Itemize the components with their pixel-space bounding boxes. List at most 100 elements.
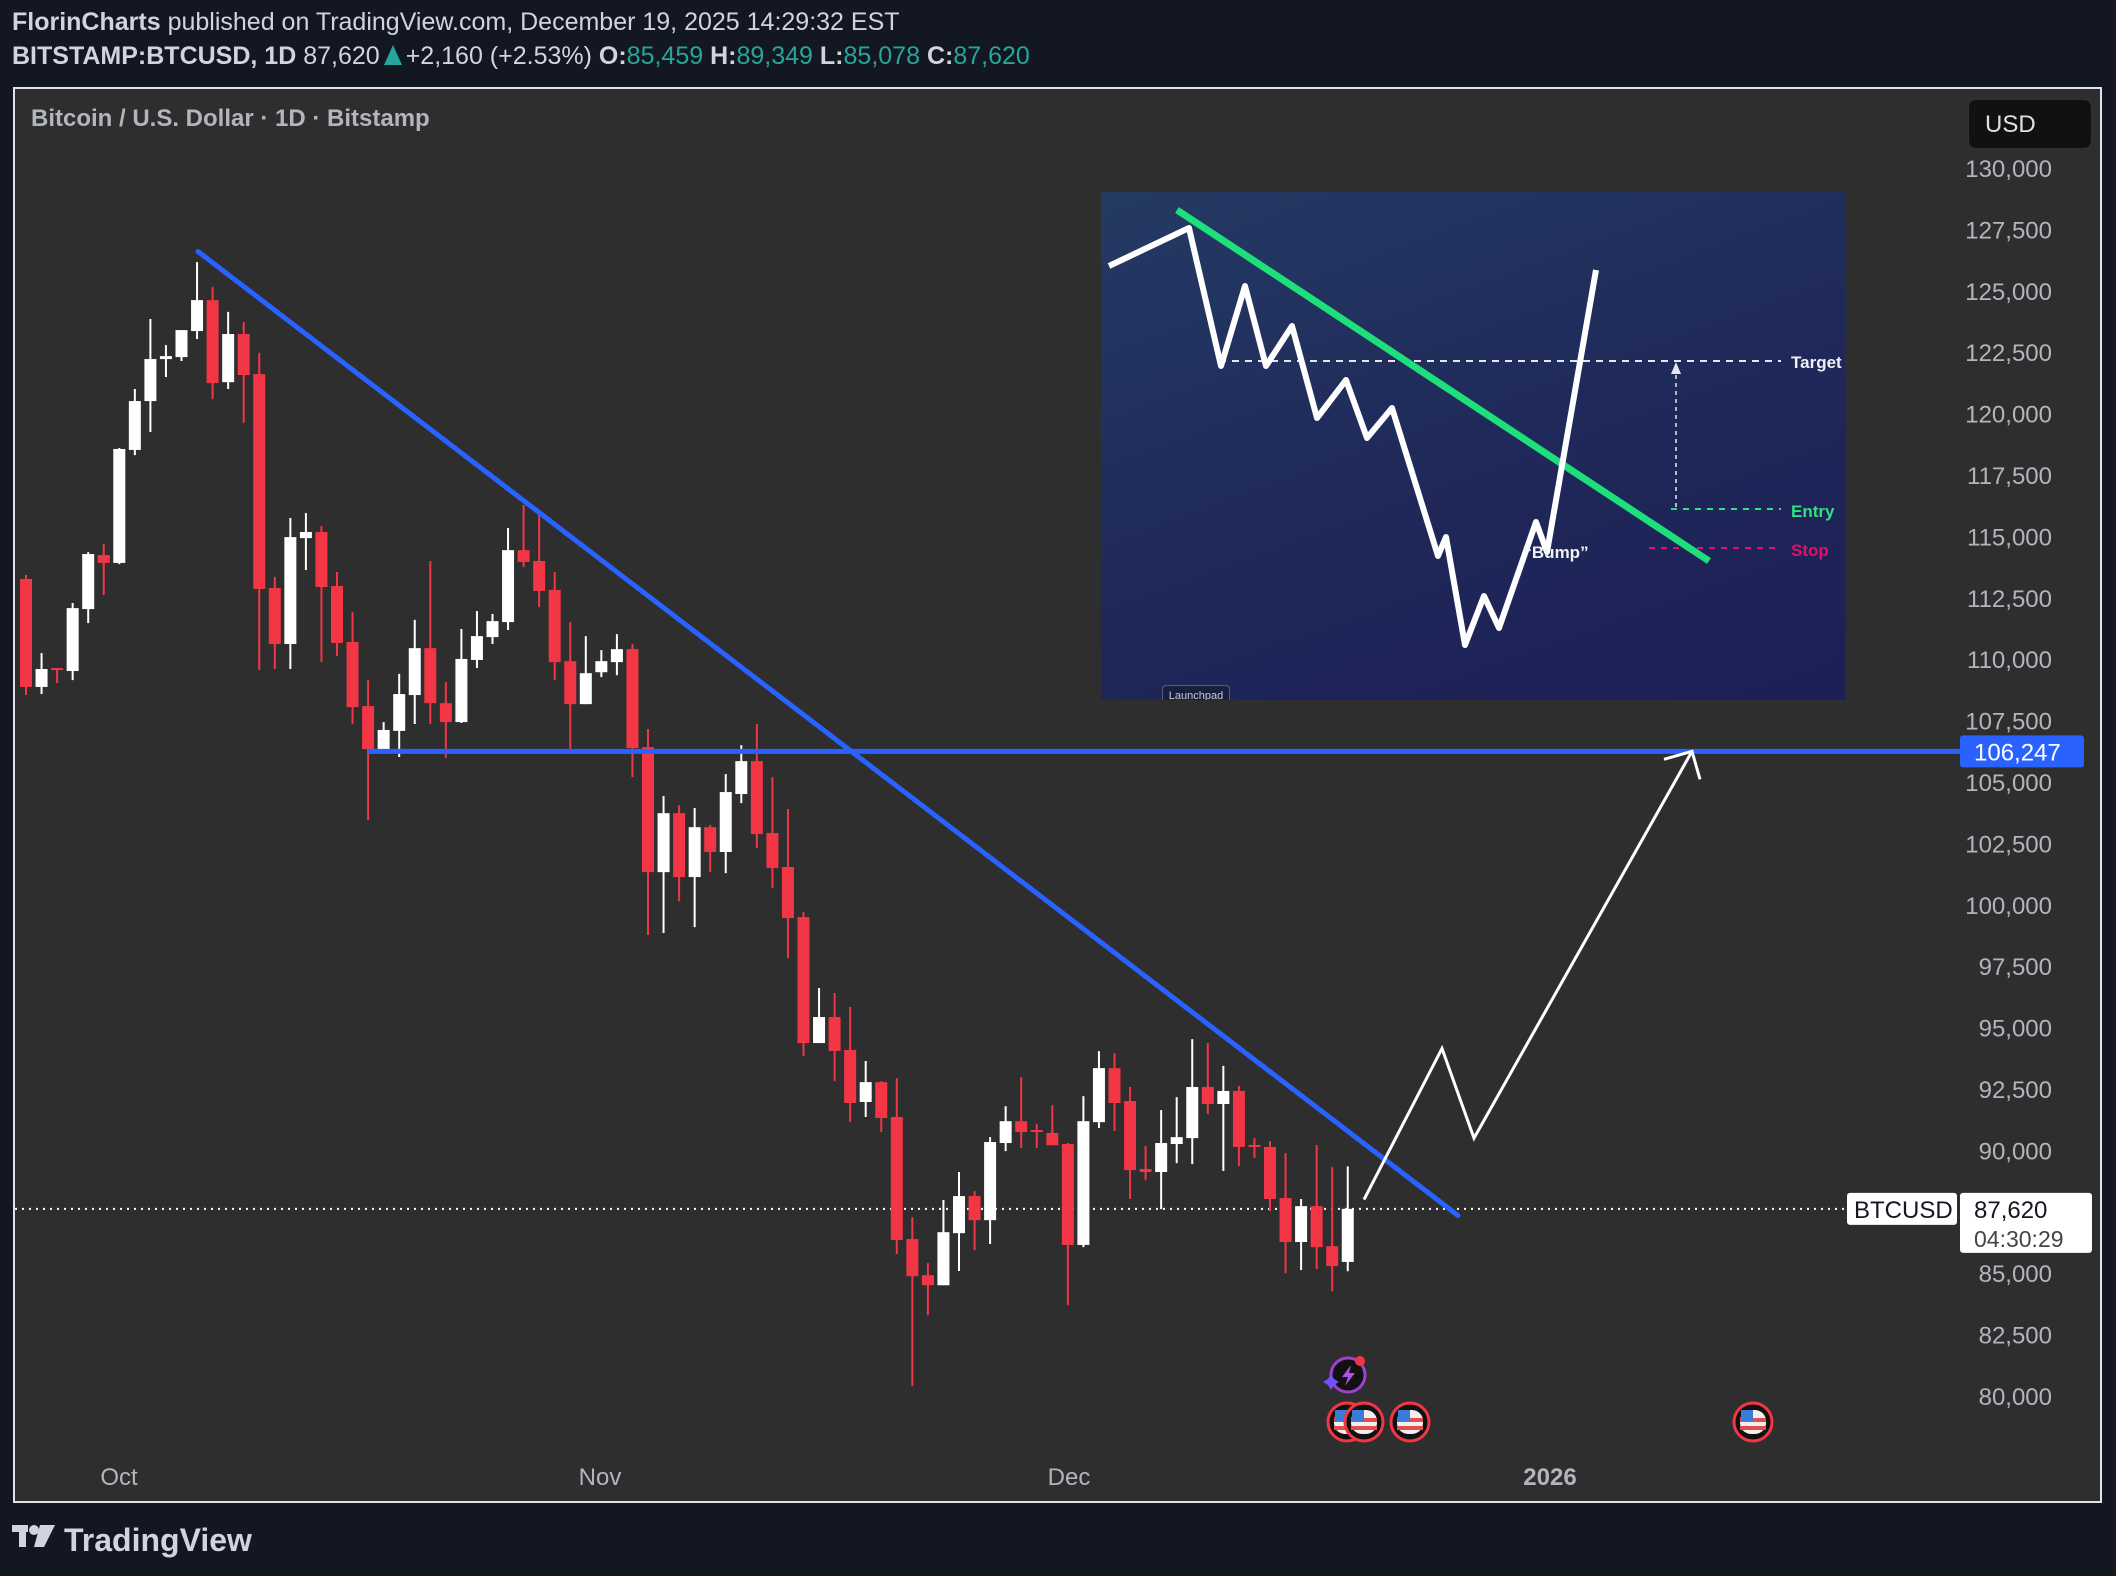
- low-label: L:: [819, 42, 844, 70]
- candle-body: [1264, 1146, 1276, 1200]
- candle-body: [502, 550, 515, 623]
- candle-body: [642, 747, 654, 873]
- target-label: Target: [1791, 353, 1842, 372]
- candle-body: [1108, 1068, 1121, 1103]
- candle-body: [517, 550, 530, 562]
- price-axis-label: 90,000: [1979, 1138, 2052, 1165]
- candle-body: [1015, 1121, 1028, 1132]
- stop-label: Stop: [1791, 541, 1829, 560]
- candle-body: [51, 668, 64, 671]
- time-axis-label: Dec: [1048, 1464, 1091, 1491]
- candle-body: [1092, 1068, 1105, 1123]
- symbol-interval: BITSTAMP:BTCUSD, 1D: [12, 42, 297, 70]
- close-label: C:: [926, 42, 954, 70]
- candle-body: [890, 1116, 903, 1241]
- candle-body: [595, 661, 608, 673]
- last-price: 87,620: [303, 42, 380, 70]
- price-axis-label: 100,000: [1965, 893, 2052, 920]
- notification-dot-icon: [1355, 1356, 1365, 1366]
- time-axis-label: Nov: [579, 1464, 622, 1491]
- flag-stripe-icon: [1351, 1426, 1377, 1430]
- candle-body: [206, 300, 219, 384]
- candle-body: [128, 401, 141, 450]
- green-trendline: [1175, 207, 1711, 564]
- flag-canton-icon: [1352, 1410, 1364, 1421]
- candle-body: [984, 1142, 997, 1221]
- price-chart[interactable]: 130,000 127,500 125,000 122,500 120,000 117,5…: [15, 89, 2102, 1503]
- candle-body: [191, 300, 204, 332]
- last-price-tag-label: 87,620: [1974, 1197, 2047, 1224]
- price-axis-label: 117,500: [1967, 463, 2052, 490]
- time-axis-label: Oct: [100, 1464, 138, 1491]
- price-axis-label: 105,000: [1965, 770, 2052, 797]
- symbol-tag: [1847, 1192, 1957, 1225]
- candle-body: [1030, 1130, 1043, 1133]
- flag-canton-icon: [1741, 1410, 1753, 1421]
- high-value: 89,349: [736, 42, 813, 70]
- tradingview-logo[interactable]: TradingView: [12, 1522, 252, 1559]
- chart-frame[interactable]: 130,000 127,500 125,000 122,500 120,000 117,5…: [13, 87, 2102, 1503]
- currency-button[interactable]: USD: [1968, 99, 2092, 149]
- author-name[interactable]: FlorinCharts: [12, 8, 161, 36]
- candle-body: [673, 813, 686, 878]
- candle-body: [1155, 1143, 1168, 1173]
- projection-path[interactable]: [1362, 750, 1694, 1201]
- price-axis-label: 97,500: [1979, 954, 2052, 981]
- candle-body: [253, 374, 266, 589]
- flag-canton-icon: [1398, 1410, 1410, 1421]
- candle-body: [968, 1196, 981, 1221]
- candle-body: [268, 587, 281, 644]
- countdown-label: 04:30:29: [1974, 1226, 2064, 1252]
- price-change: +2,160 (+2.53%): [405, 42, 592, 70]
- candle-body: [315, 531, 328, 587]
- candle-body: [1124, 1101, 1137, 1171]
- candle-body: [346, 642, 359, 708]
- chart-title: Bitcoin / U.S. Dollar · 1D · Bitstamp: [31, 105, 430, 132]
- price-axis-label: 85,000: [1979, 1261, 2052, 1288]
- low-value: 85,078: [843, 42, 920, 70]
- candle-body: [1310, 1206, 1323, 1248]
- candle-body: [921, 1275, 934, 1286]
- candle-body: [393, 694, 406, 731]
- brand-name: TradingView: [64, 1522, 252, 1558]
- arrow-up-icon: [1671, 362, 1681, 374]
- price-axis-label: 127,500: [1965, 217, 2052, 244]
- up-triangle-icon: [383, 45, 402, 65]
- candle-body: [97, 555, 110, 563]
- candle-body: [937, 1232, 950, 1286]
- candle-body: [1248, 1144, 1261, 1147]
- candle-body: [362, 706, 375, 750]
- candle-body: [828, 1017, 841, 1051]
- candle-body: [579, 673, 592, 705]
- descending-trendline[interactable]: [195, 249, 1461, 1218]
- candle-body: [906, 1239, 919, 1277]
- price-axis-label: 122,500: [1965, 340, 2052, 367]
- price-axis-label: 120,000: [1965, 402, 2052, 429]
- last-price-tag: [1960, 1192, 2092, 1253]
- tradingview-logo-icon: [12, 1523, 56, 1559]
- candle-body: [175, 330, 188, 358]
- candle-body: [424, 648, 437, 704]
- candle-body: [1186, 1087, 1199, 1139]
- price-axis-label: 110,000: [1967, 647, 2052, 674]
- launchpad-button[interactable]: Launchpad: [1162, 685, 1230, 700]
- level-price-tag: [1960, 735, 2084, 768]
- candle-body: [35, 669, 48, 687]
- candle-body: [82, 554, 95, 610]
- candle-body: [439, 703, 452, 723]
- candle-body: [1341, 1208, 1354, 1262]
- candle-body: [688, 827, 701, 878]
- candle-body: [408, 648, 421, 696]
- open-label: O:: [598, 42, 627, 70]
- close-value: 87,620: [953, 42, 1030, 70]
- candle-body: [20, 579, 32, 687]
- candle-body: [1279, 1198, 1292, 1243]
- candle-body: [1326, 1246, 1339, 1267]
- candle-body: [113, 448, 126, 563]
- candle-body: [455, 658, 468, 723]
- price-axis-label: 112,500: [1967, 586, 2052, 613]
- candle-body: [1139, 1169, 1152, 1173]
- candle-body: [766, 833, 779, 868]
- candle-body: [548, 589, 561, 663]
- open-value: 85,459: [626, 42, 704, 70]
